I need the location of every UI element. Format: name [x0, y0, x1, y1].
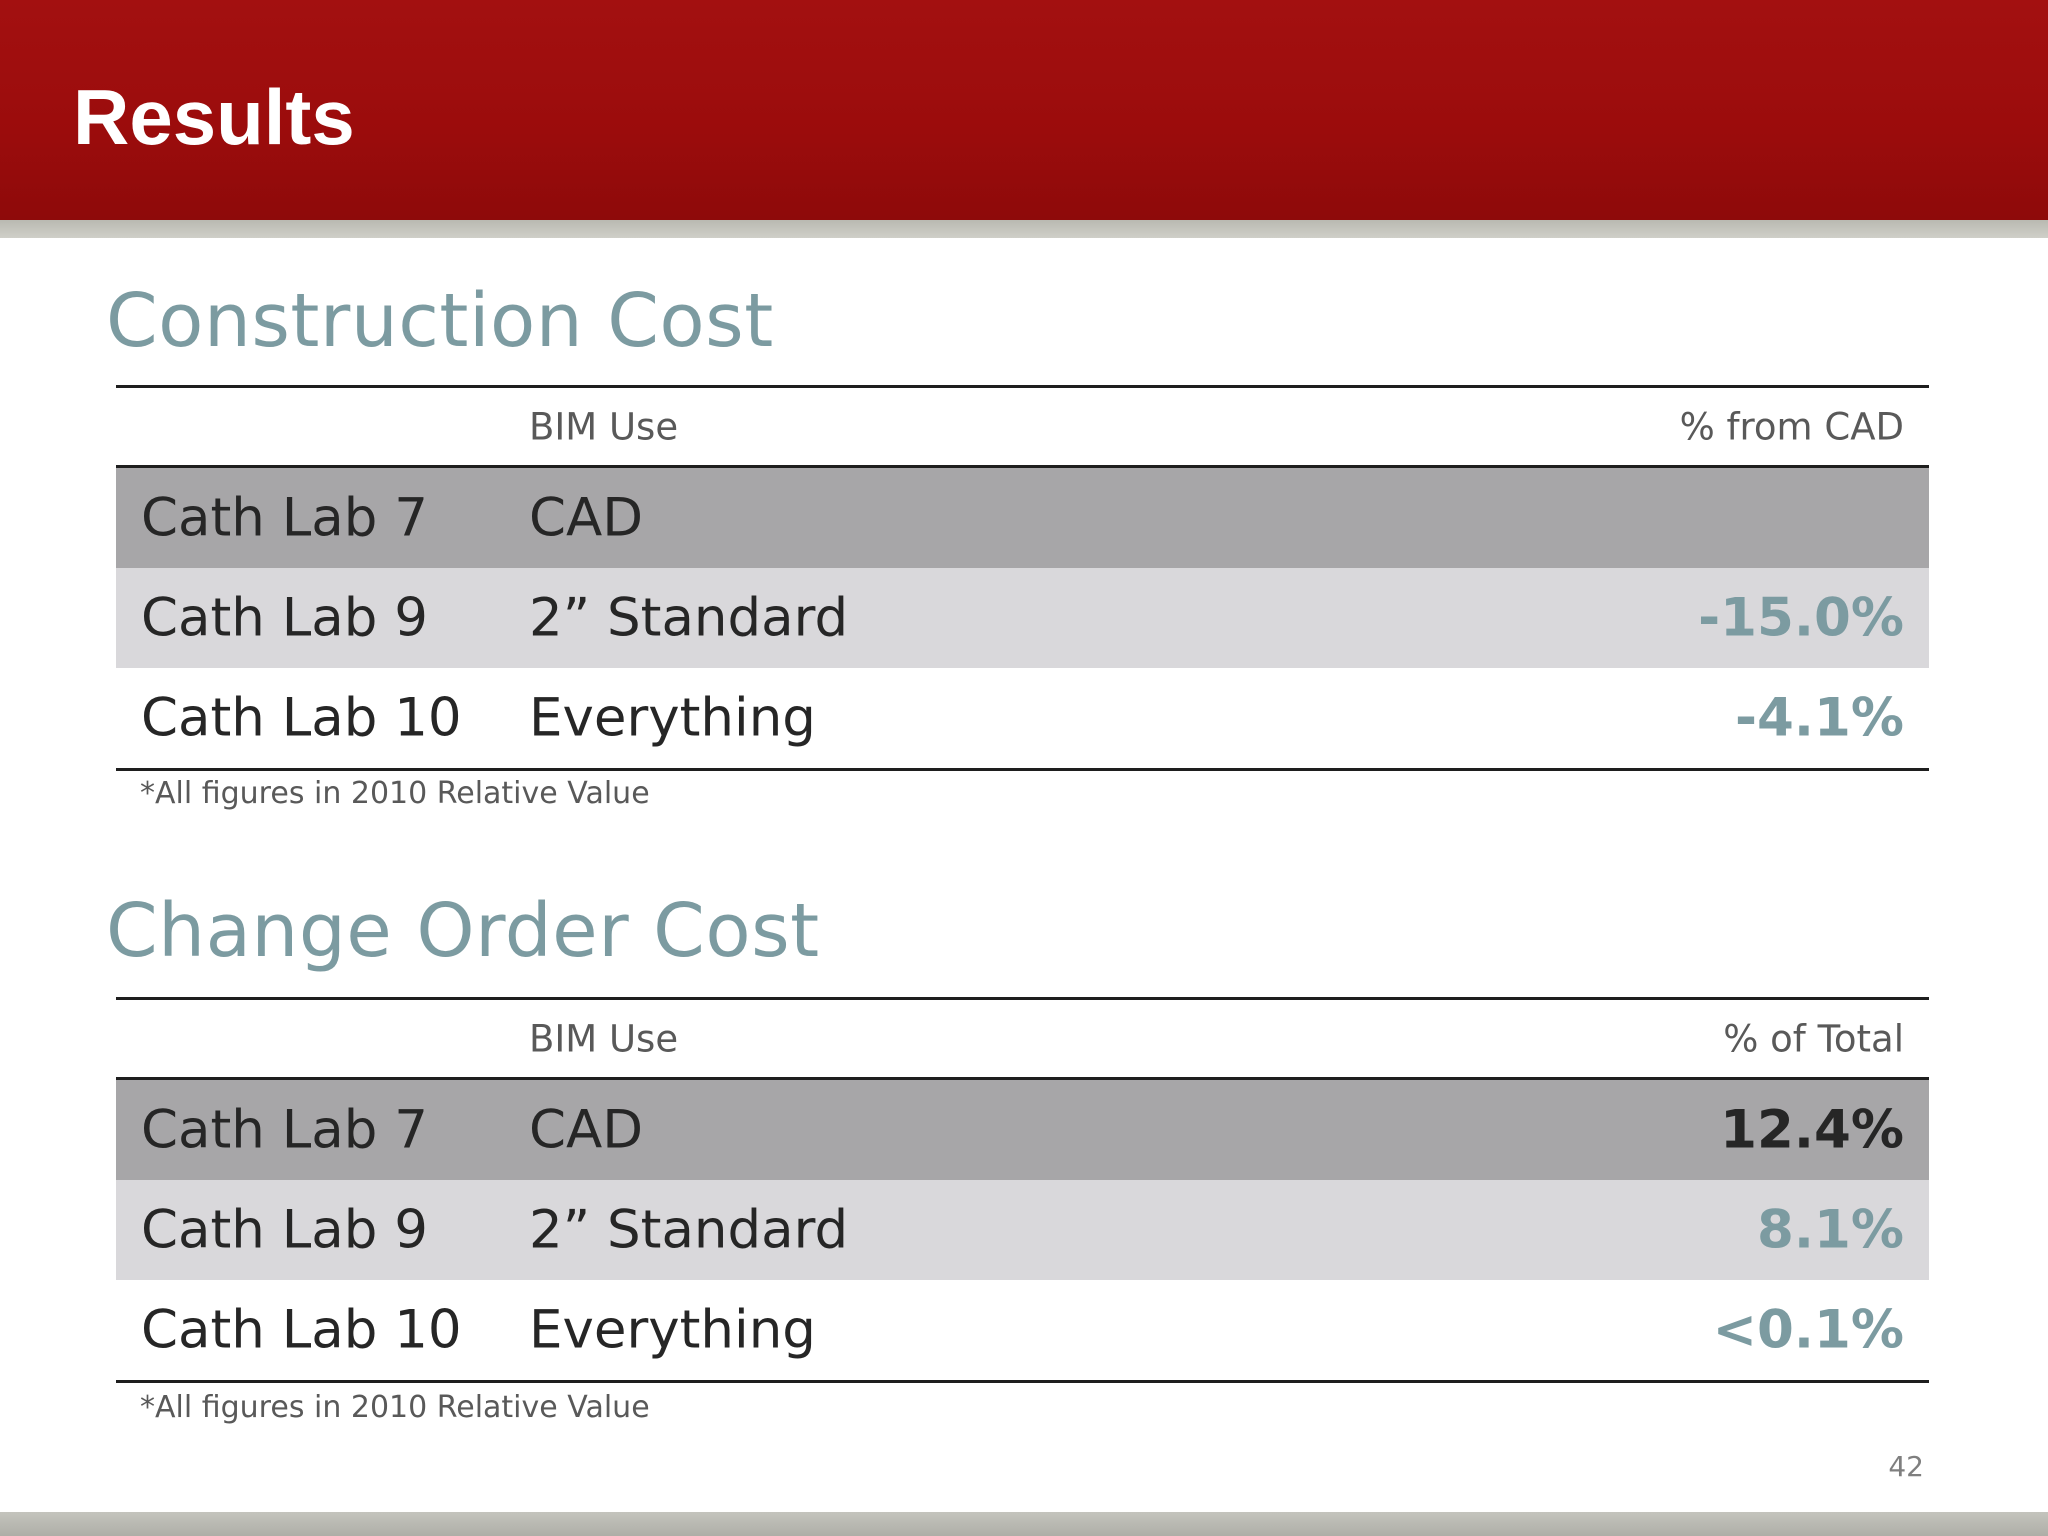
- lab-name: Cath Lab 9: [141, 587, 428, 649]
- header-rule: [0, 220, 2048, 238]
- table-top-rule: [116, 997, 1929, 1000]
- footer-bar: [0, 1512, 2048, 1536]
- bim-use: CAD: [529, 1099, 644, 1161]
- table-row: Cath Lab 10 Everything -4.1%: [116, 668, 1929, 768]
- construction-cost-table: BIM Use % from CAD Cath Lab 7 CAD Cath L…: [116, 385, 1929, 771]
- table-row: Cath Lab 7 CAD: [116, 468, 1929, 568]
- lab-name: Cath Lab 10: [141, 1299, 462, 1361]
- pct-value: -4.1%: [1735, 687, 1904, 749]
- table-row: Cath Lab 7 CAD 12.4%: [116, 1080, 1929, 1180]
- table-header-row: BIM Use % from CAD: [116, 388, 1929, 465]
- column-header-pct-from-cad: % from CAD: [1679, 405, 1904, 448]
- lab-name: Cath Lab 9: [141, 1199, 428, 1261]
- pct-value: 12.4%: [1720, 1099, 1904, 1161]
- bim-use: 2” Standard: [529, 1199, 849, 1261]
- table-bottom-rule: [116, 1380, 1929, 1383]
- construction-footnote: *All figures in 2010 Relative Value: [140, 776, 650, 811]
- pct-value: <0.1%: [1712, 1299, 1904, 1361]
- table-row: Cath Lab 10 Everything <0.1%: [116, 1280, 1929, 1380]
- table-top-rule: [116, 385, 1929, 388]
- column-header-bim-use: BIM Use: [529, 1017, 679, 1060]
- bim-use: Everything: [529, 687, 816, 749]
- pct-value: -15.0%: [1698, 587, 1904, 649]
- column-header-bim-use: BIM Use: [529, 405, 679, 448]
- bim-use: 2” Standard: [529, 587, 849, 649]
- table-bottom-rule: [116, 768, 1929, 771]
- lab-name: Cath Lab 7: [141, 1099, 428, 1161]
- construction-cost-heading: Construction Cost: [106, 278, 774, 364]
- bim-use: Everything: [529, 1299, 816, 1361]
- change-order-footnote: *All figures in 2010 Relative Value: [140, 1390, 650, 1425]
- lab-name: Cath Lab 10: [141, 687, 462, 749]
- bim-use: CAD: [529, 487, 644, 549]
- table-header-rule: [116, 465, 1929, 468]
- slide-title: Results: [73, 73, 355, 161]
- lab-name: Cath Lab 7: [141, 487, 428, 549]
- page-number: 42: [1888, 1450, 1924, 1483]
- slide-header: [0, 0, 2048, 220]
- change-order-cost-table: BIM Use % of Total Cath Lab 7 CAD 12.4% …: [116, 997, 1929, 1383]
- table-row: Cath Lab 9 2” Standard 8.1%: [116, 1180, 1929, 1280]
- change-order-cost-heading: Change Order Cost: [106, 888, 820, 974]
- column-header-pct-of-total: % of Total: [1723, 1017, 1904, 1060]
- table-header-row: BIM Use % of Total: [116, 1000, 1929, 1077]
- table-header-rule: [116, 1077, 1929, 1080]
- pct-value: 8.1%: [1757, 1199, 1904, 1261]
- table-row: Cath Lab 9 2” Standard -15.0%: [116, 568, 1929, 668]
